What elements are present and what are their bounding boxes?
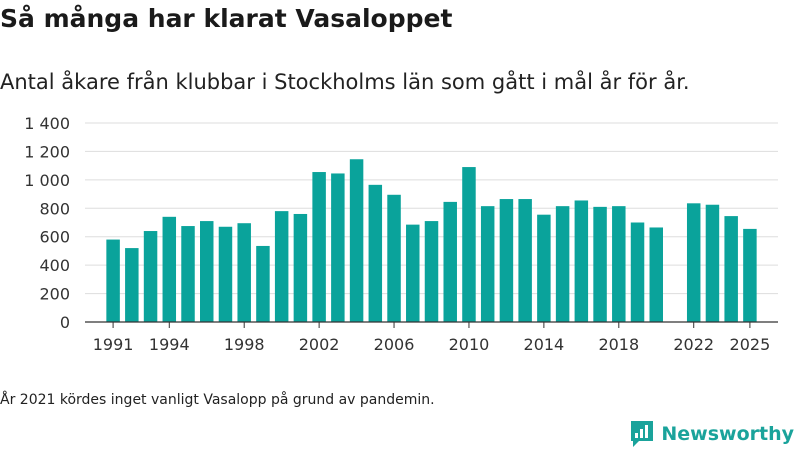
bar-1997: [218, 226, 233, 322]
bar-2007: [406, 224, 420, 322]
bar-2017: [593, 206, 607, 322]
bar-1995: [181, 226, 195, 322]
bar-2022: [686, 203, 701, 322]
bar-2001: [293, 213, 308, 322]
y-tick-label: 800: [39, 199, 70, 218]
bar-2025: [743, 228, 757, 322]
x-tick-label: 2022: [673, 335, 714, 354]
bar-2009: [443, 201, 457, 322]
chart-subtitle: Antal åkare från klubbar i Stockholms lä…: [0, 70, 690, 94]
bar-2000: [274, 211, 289, 322]
bar-1991: [106, 239, 120, 322]
y-tick-label: 1 000: [24, 171, 70, 190]
y-tick-label: 600: [39, 228, 70, 247]
bar-1994: [162, 216, 177, 322]
y-tick-label: 1 400: [24, 114, 70, 133]
x-tick-label: 1991: [93, 335, 134, 354]
y-tick-label: 400: [39, 256, 70, 275]
x-tick-label: 1998: [224, 335, 265, 354]
x-tick-label: 2002: [299, 335, 340, 354]
x-tick-label: 2010: [449, 335, 490, 354]
bar-2010: [462, 167, 476, 322]
bar-2018: [612, 206, 626, 322]
y-tick-label: 0: [60, 313, 70, 332]
bar-1998: [237, 223, 251, 322]
x-tick-label: 1994: [149, 335, 190, 354]
bar-2006: [387, 194, 401, 322]
x-axis: 1991 1994 1998 2002 2006 2010 2014 2018 2022 2025: [85, 321, 778, 354]
bar-2005: [368, 184, 383, 322]
bar-2024: [724, 216, 738, 322]
bar-2019: [630, 222, 645, 322]
bar-2013: [518, 199, 532, 322]
x-tick-label: 2006: [374, 335, 415, 354]
bar-1992: [125, 248, 139, 322]
chart-title: Så många har klarat Vasaloppet: [0, 4, 453, 33]
y-axis-ticks: 0 200 400 600 800 1 000 1 200 1 400: [24, 114, 70, 332]
bar-2014: [537, 214, 551, 322]
brand-name: Newsworthy: [661, 423, 794, 445]
bar-2003: [331, 173, 345, 322]
bar-2002: [312, 172, 326, 322]
bar-2020: [649, 227, 663, 322]
bar-1999: [256, 245, 270, 322]
x-tick-label: 2025: [730, 335, 771, 354]
y-tick-label: 200: [39, 285, 70, 304]
bar-2016: [574, 200, 589, 322]
bar-2008: [424, 221, 439, 322]
footnote: År 2021 kördes inget vanligt Vasalopp på…: [0, 392, 435, 408]
x-tick-label: 2014: [524, 335, 565, 354]
x-tick-label: 2018: [598, 335, 639, 354]
bar-2015: [555, 206, 570, 322]
bar-2011: [480, 206, 495, 322]
bar-2012: [499, 199, 514, 322]
bar-1993: [143, 231, 158, 322]
newsworthy-logo-icon: [631, 421, 654, 447]
bars: [106, 159, 757, 322]
bar-1996: [200, 221, 214, 322]
y-tick-label: 1 200: [24, 142, 70, 161]
bar-2023: [705, 204, 720, 322]
bar-2004: [349, 159, 364, 322]
brand-logo[interactable]: Newsworthy: [629, 419, 794, 449]
